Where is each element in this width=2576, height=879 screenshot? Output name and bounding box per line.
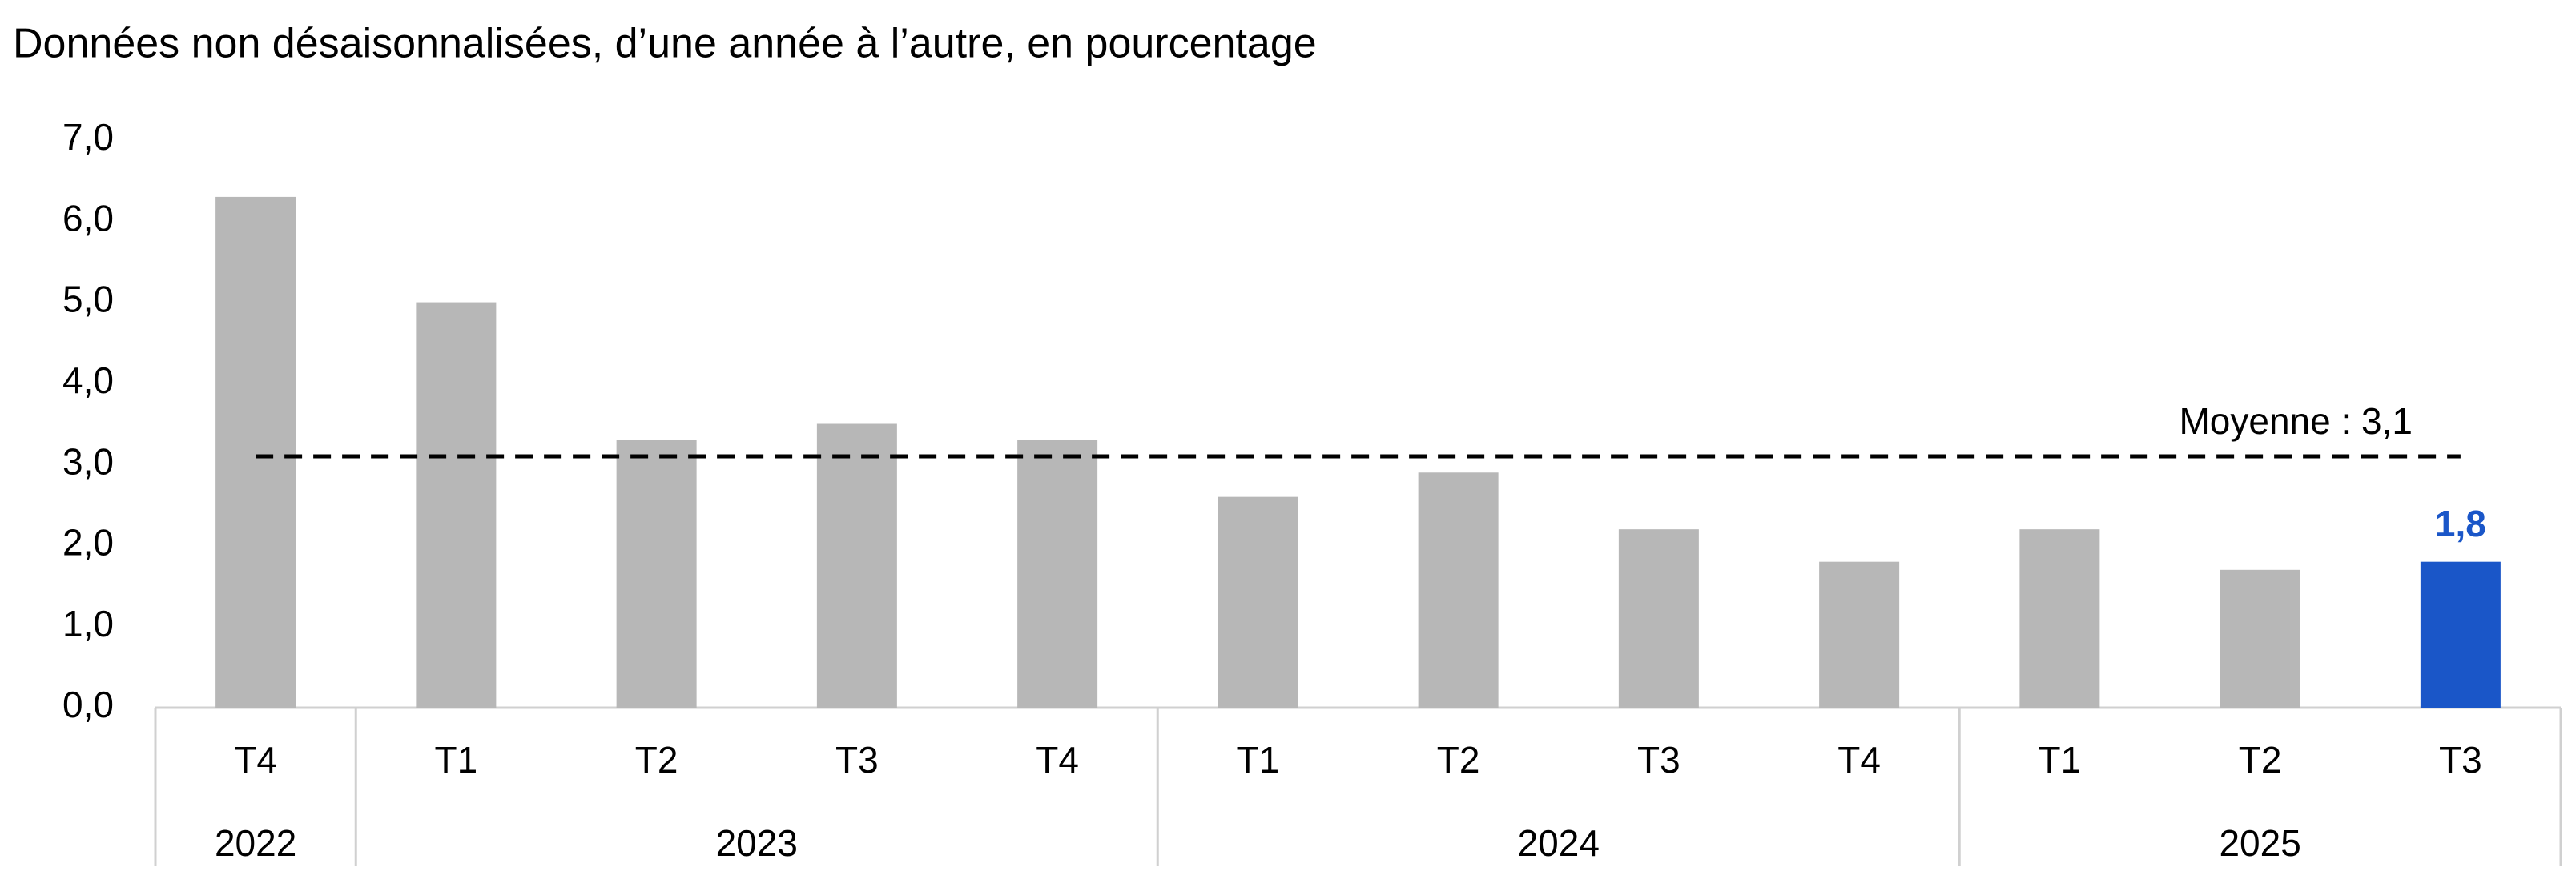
y-tick-label: 5,0 <box>62 279 114 320</box>
y-tick-label: 2,0 <box>62 522 114 564</box>
group-label: 2023 <box>716 822 798 864</box>
bar <box>2220 569 2300 708</box>
bar <box>2420 561 2501 708</box>
bar <box>816 423 897 708</box>
group-label: 2024 <box>1518 822 1600 864</box>
y-tick-label: 0,0 <box>62 684 114 725</box>
x-tick-label: T4 <box>234 739 277 781</box>
x-tick-label: T2 <box>2239 739 2282 781</box>
x-tick-label: T2 <box>635 739 678 781</box>
x-tick-label: T1 <box>2039 739 2082 781</box>
reference-label: Moyenne : 3,1 <box>2179 400 2413 442</box>
bar <box>616 440 697 708</box>
x-tick-label: T2 <box>1437 739 1480 781</box>
group-label: 2022 <box>215 822 296 864</box>
x-tick-label: T1 <box>435 739 478 781</box>
y-tick-label: 4,0 <box>62 359 114 401</box>
x-tick-label: T3 <box>1637 739 1680 781</box>
group-label: 2025 <box>2219 822 2300 864</box>
bar <box>215 196 296 708</box>
x-tick-label: T3 <box>835 739 879 781</box>
bar <box>1618 529 1699 708</box>
value-label: 1,8 <box>2435 503 2486 544</box>
bar <box>1218 496 1298 708</box>
bar <box>2019 529 2100 708</box>
bar <box>1418 472 1499 708</box>
bar <box>416 302 497 708</box>
bar <box>1017 440 1098 708</box>
x-tick-label: T3 <box>2439 739 2482 781</box>
chart-title: Données non désaisonnalisées, d’une anné… <box>13 21 1317 67</box>
y-tick-label: 6,0 <box>62 197 114 239</box>
y-tick-label: 7,0 <box>62 116 114 158</box>
y-tick-label: 3,0 <box>62 440 114 482</box>
x-tick-label: T4 <box>1036 739 1079 781</box>
x-tick-label: T4 <box>1837 739 1881 781</box>
bar <box>1819 561 1900 708</box>
y-tick-label: 1,0 <box>62 603 114 644</box>
x-tick-label: T1 <box>1237 739 1280 781</box>
